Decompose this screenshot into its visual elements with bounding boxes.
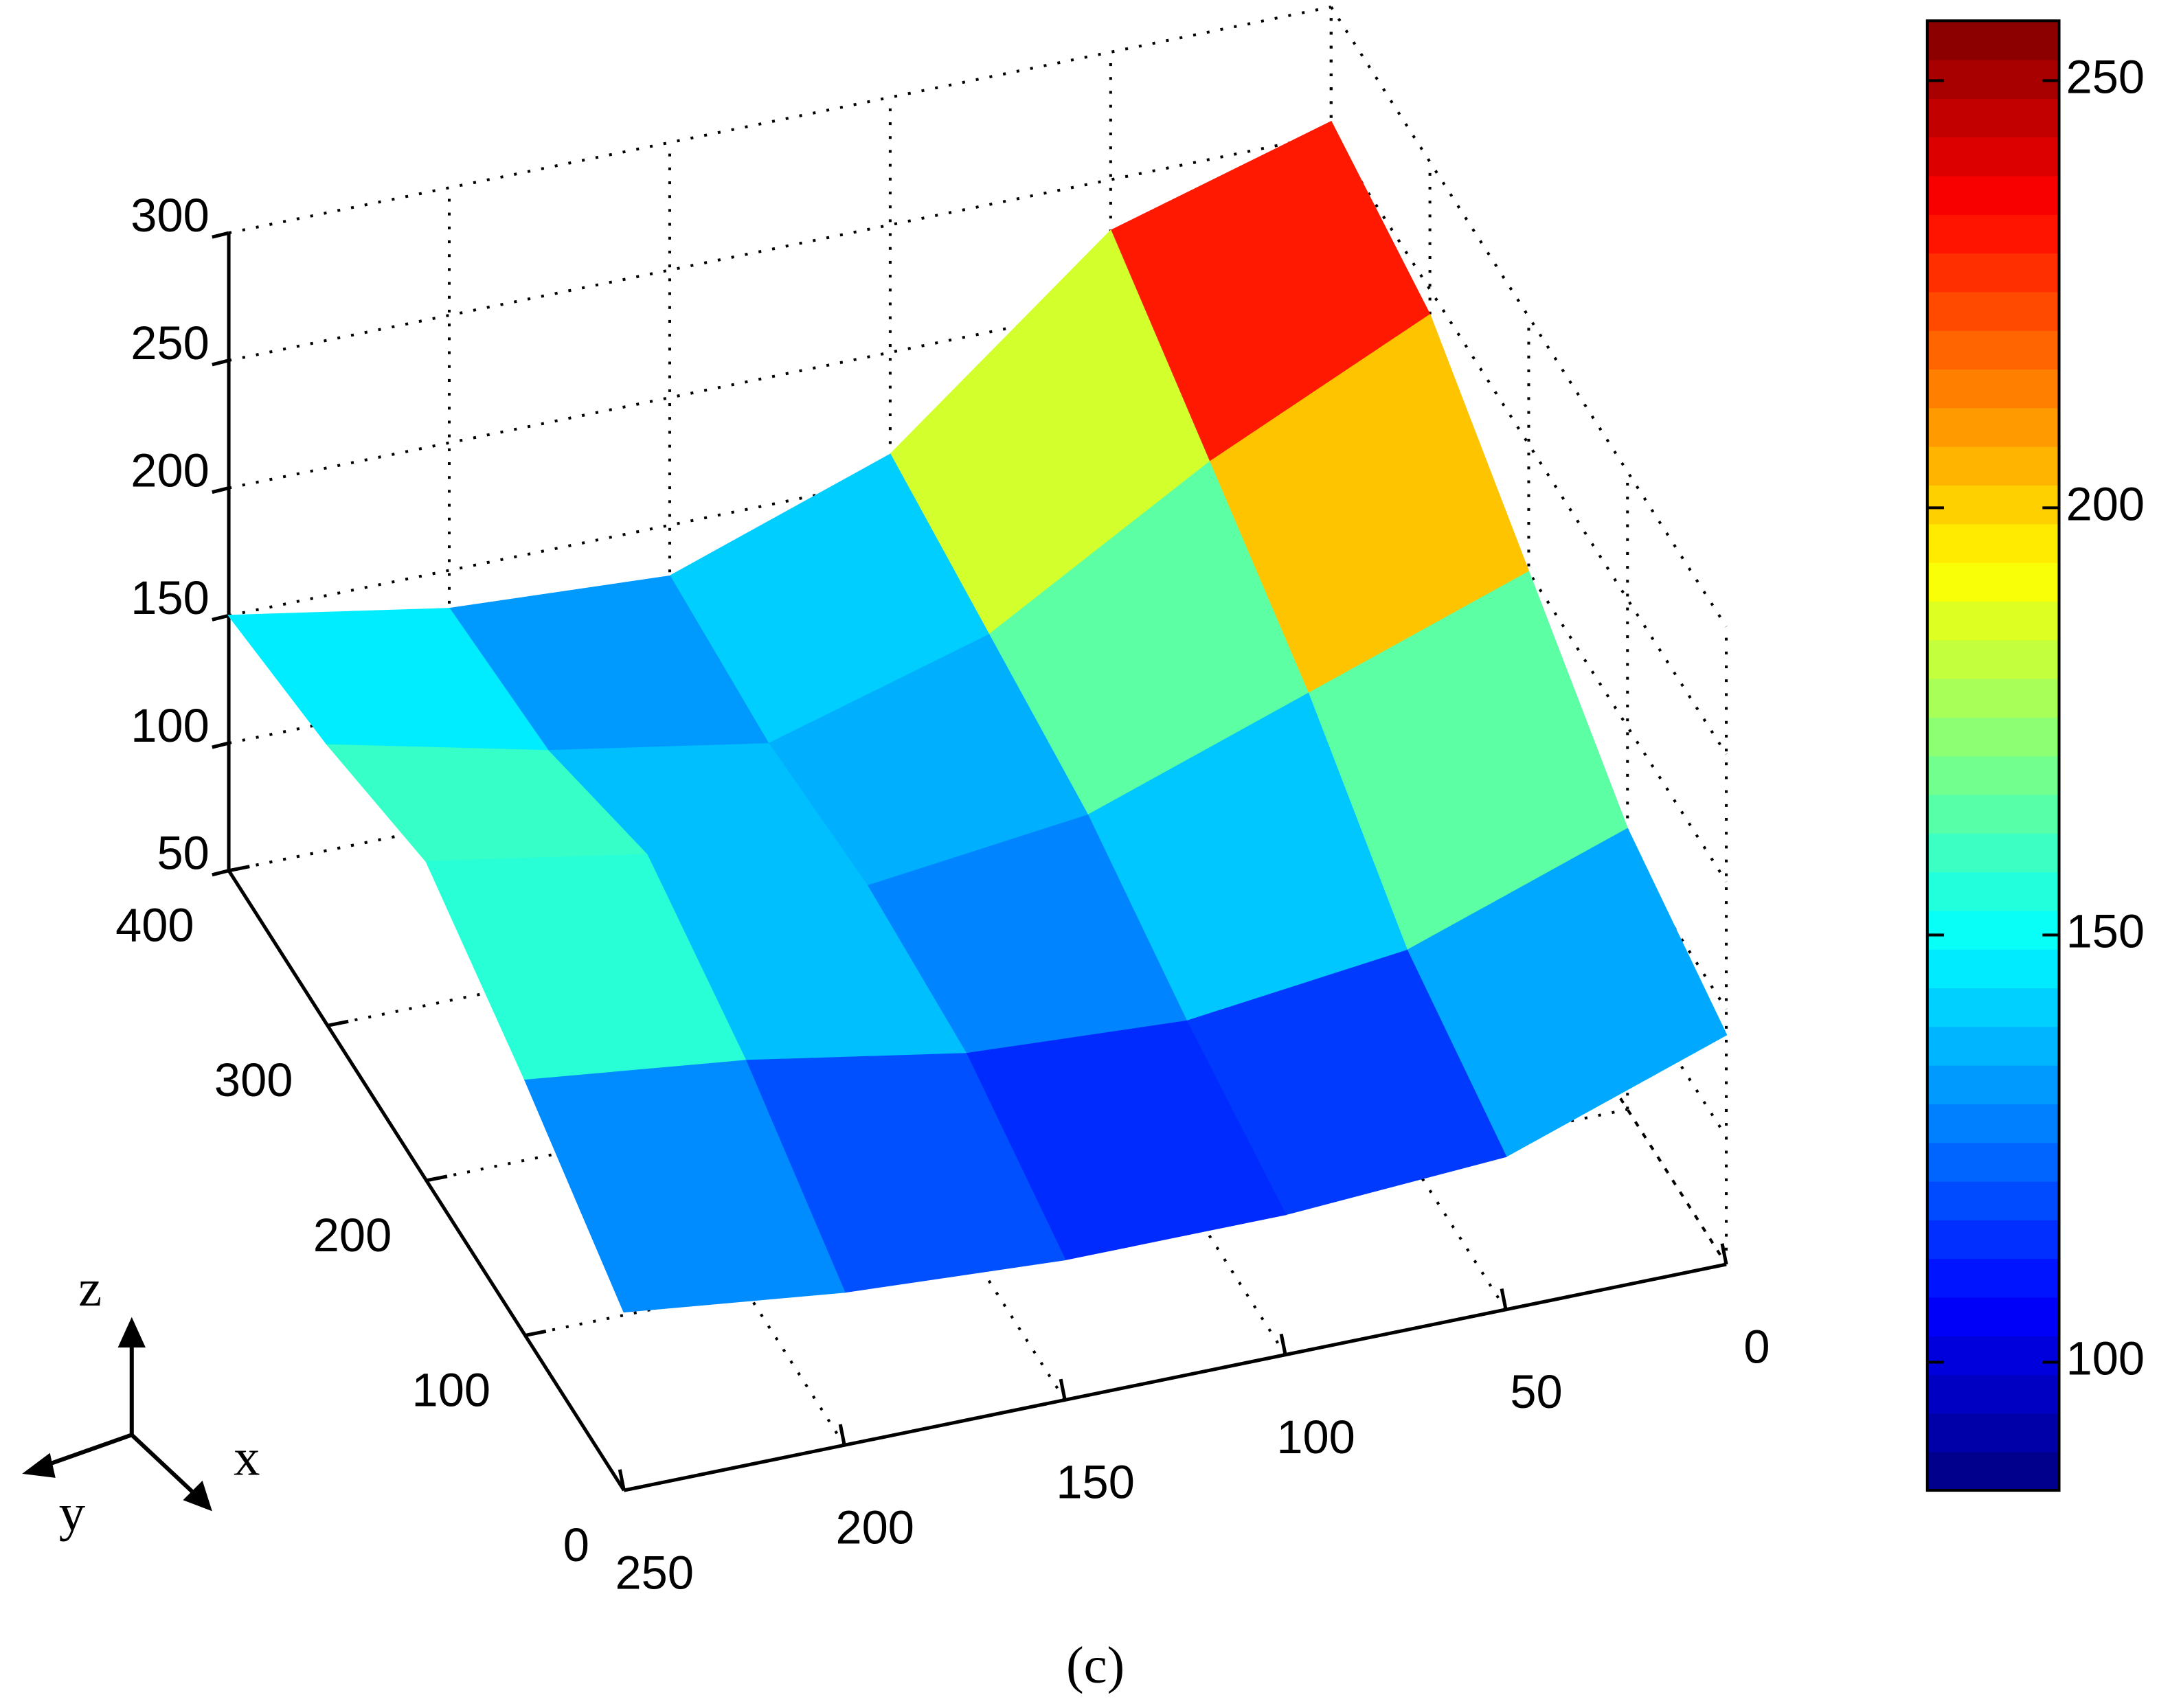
y-tick xyxy=(426,1174,448,1183)
indicator-arrow xyxy=(41,1433,133,1469)
colorbar-tick-label: 200 xyxy=(2066,478,2145,531)
colorbar-step xyxy=(1927,872,2059,911)
x-tick-label: 50 xyxy=(1510,1365,1562,1418)
colorbar-step xyxy=(1927,59,2059,99)
x-tick xyxy=(1279,1333,1287,1356)
colorbar-tick-label: 100 xyxy=(2066,1332,2145,1385)
y-tick-label: 0 xyxy=(563,1518,589,1571)
x-axis xyxy=(623,1262,1727,1492)
x-tick-label: 150 xyxy=(1056,1456,1134,1509)
colorbar-step xyxy=(1927,562,2059,602)
x-tick xyxy=(1059,1378,1067,1400)
colorbar-step xyxy=(1927,1297,2059,1336)
colorbar-step xyxy=(1927,832,2059,873)
z-tick xyxy=(212,486,229,494)
surface xyxy=(227,120,1728,1313)
colorbar-step xyxy=(1927,175,2059,215)
colorbar-step xyxy=(1927,678,2059,718)
z-tick xyxy=(212,231,229,239)
z-tick xyxy=(212,741,229,749)
colorbar-step xyxy=(1927,948,2059,989)
colorbar-step xyxy=(1927,1374,2059,1414)
z-tick-label: 100 xyxy=(131,699,209,752)
z-tick-label: 50 xyxy=(157,827,209,880)
z-tick-label: 300 xyxy=(131,189,209,242)
x-tick xyxy=(1500,1288,1508,1310)
y-tick-label: 200 xyxy=(313,1209,392,1262)
colorbar-step xyxy=(1927,291,2059,331)
y-tick-label: 100 xyxy=(412,1363,490,1416)
colorbar-step xyxy=(1927,1413,2059,1453)
colorbar-tick-label: 250 xyxy=(2066,50,2145,103)
colorbar-step xyxy=(1927,600,2059,641)
colorbar-step xyxy=(1927,214,2059,254)
z-tick xyxy=(212,358,229,367)
colorbar-step xyxy=(1927,1142,2059,1182)
y-tick xyxy=(623,1484,646,1492)
z-tick xyxy=(212,613,229,622)
colorbar-step xyxy=(1927,639,2059,679)
indicator-arrow-head xyxy=(117,1317,146,1348)
y-tick xyxy=(525,1329,547,1337)
indicator-label: x xyxy=(234,1428,260,1486)
colorbar-step xyxy=(1927,1026,2059,1066)
colorbar-step xyxy=(1927,755,2059,795)
grid-line xyxy=(1330,6,1728,628)
colorbar-step xyxy=(1927,1451,2059,1492)
z-tick-label: 250 xyxy=(131,317,209,369)
z-tick-label: 200 xyxy=(131,444,209,497)
grid-line xyxy=(1330,261,1728,883)
y-tick xyxy=(228,865,250,873)
x-tick-label: 100 xyxy=(1276,1411,1355,1464)
indicator-label: y xyxy=(59,1483,86,1542)
colorbar-step xyxy=(1927,1219,2059,1260)
indicator-arrow-head xyxy=(183,1480,212,1512)
colorbar-step xyxy=(1927,21,2059,60)
colorbar-frame xyxy=(1925,19,2061,1492)
colorbar-step xyxy=(1927,330,2059,370)
colorbar-step xyxy=(1927,1103,2059,1143)
colorbar-step xyxy=(1927,1064,2059,1104)
grid-line xyxy=(228,5,1332,235)
colorbar-step xyxy=(1927,716,2059,757)
x-tick xyxy=(618,1469,626,1491)
axis-indicator: z y x xyxy=(22,1259,260,1542)
colorbar-step xyxy=(1927,988,2059,1027)
colorbar-tick-label: 150 xyxy=(2066,905,2145,958)
y-tick-label: 300 xyxy=(214,1054,293,1106)
z-tick xyxy=(212,869,229,877)
colorbar-step xyxy=(1927,485,2059,525)
x-tick xyxy=(838,1424,846,1446)
colorbar-step xyxy=(1927,98,2059,138)
colorbar-step xyxy=(1927,523,2059,563)
y-tick xyxy=(327,1019,349,1027)
grid-line xyxy=(1330,133,1728,755)
colorbar-step xyxy=(1927,369,2059,409)
x-tick-label: 0 xyxy=(1743,1320,1770,1373)
indicator-arrow xyxy=(130,1433,200,1499)
colorbar-step xyxy=(1927,253,2059,293)
colorbar-step xyxy=(1927,794,2059,834)
x-tick-label: 250 xyxy=(615,1546,693,1599)
surface-patch xyxy=(524,1060,846,1313)
colorbar-step xyxy=(1927,137,2059,177)
indicator-arrow-head xyxy=(22,1453,56,1478)
colorbar-step xyxy=(1927,407,2059,447)
grid-line xyxy=(1330,644,1728,1266)
colorbar-step xyxy=(1927,1181,2059,1220)
x-tick-label: 200 xyxy=(835,1501,914,1554)
y-tick-label: 400 xyxy=(115,899,194,952)
colorbar-step xyxy=(1927,446,2059,486)
colorbar-step xyxy=(1927,1335,2059,1376)
z-tick-label: 150 xyxy=(131,571,209,624)
colorbar-step xyxy=(1927,910,2059,950)
x-tick xyxy=(1720,1243,1728,1265)
indicator-label: z xyxy=(78,1259,102,1317)
colorbar-step xyxy=(1927,1258,2059,1298)
caption: (c) xyxy=(1066,1636,1124,1694)
